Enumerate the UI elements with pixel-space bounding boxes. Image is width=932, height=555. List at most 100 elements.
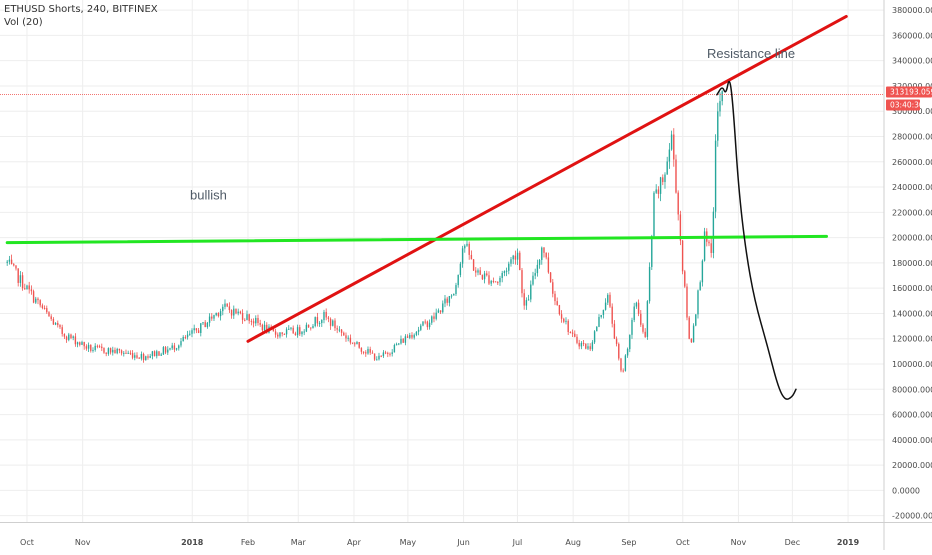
candle-body [208, 316, 211, 323]
candle-body [600, 314, 602, 317]
support-trendline[interactable] [5, 234, 829, 245]
x-tick-label: Dec [785, 538, 800, 547]
candle-body [37, 298, 39, 301]
candle-body [136, 355, 138, 358]
candle-body [219, 311, 222, 317]
candle-body [230, 310, 233, 316]
x-tick-label: May [400, 538, 417, 547]
candle-body [668, 149, 671, 162]
candle-body [530, 284, 532, 300]
candle-body [444, 298, 446, 304]
candle-body [21, 275, 24, 289]
candle-body [127, 352, 129, 354]
candle-body [699, 282, 701, 291]
candle-body [431, 316, 433, 323]
candle-body [296, 327, 299, 336]
candle-body [235, 308, 237, 314]
candle-body [142, 354, 145, 361]
candle-body [695, 314, 697, 326]
candle-body [19, 275, 22, 283]
candle-body [204, 322, 206, 328]
candle-body [633, 306, 635, 320]
candle-body [147, 356, 149, 358]
x-tick-label: Feb [241, 538, 255, 547]
candle-body [369, 349, 371, 353]
candle-body [481, 274, 484, 280]
candle-body [653, 192, 655, 237]
candle-body [637, 302, 640, 314]
candle-body [435, 312, 437, 319]
candle-body [721, 91, 723, 102]
candle-body [554, 293, 556, 302]
candle-body [417, 329, 420, 332]
x-tick-label: Aug [565, 538, 581, 547]
current-price-tag [886, 86, 932, 98]
candle-body [510, 259, 512, 264]
candle-body [571, 332, 574, 334]
candle-body [398, 343, 400, 345]
candle-body [585, 343, 587, 349]
candle-body [125, 352, 127, 354]
candle-body [164, 347, 167, 353]
candle-body [701, 260, 704, 283]
candle-body [609, 294, 611, 307]
candle-body [24, 288, 26, 290]
candle-body [171, 345, 173, 349]
candle-body [35, 298, 37, 303]
candle-body [145, 356, 147, 361]
candle-body [180, 341, 182, 346]
candle-body [156, 351, 158, 357]
x-tick-label: Jun [456, 538, 470, 547]
candle-body [160, 354, 162, 356]
y-tick-label: 140000.0000 [892, 309, 932, 318]
candle-body [334, 320, 336, 329]
candle-body [314, 317, 316, 326]
annotation-label: Resistance line [707, 46, 795, 61]
y-tick-label: 180000.0000 [892, 259, 932, 268]
projection-path[interactable] [716, 80, 797, 400]
candle-body [558, 305, 561, 315]
candle-body [512, 255, 514, 260]
candle-body [222, 306, 224, 312]
candle-body [640, 313, 642, 325]
candle-body [547, 257, 550, 273]
candle-body [367, 349, 369, 354]
candle-body [541, 247, 543, 260]
candle-body [303, 331, 305, 333]
candle-body [479, 270, 481, 275]
candle-body [241, 313, 244, 320]
y-tick-label: -20000.0000 [892, 512, 932, 521]
x-tick-label: Oct [20, 538, 34, 547]
candle-body [336, 328, 338, 330]
y-tick-label: 120000.0000 [892, 335, 932, 344]
candle-body [384, 352, 387, 354]
candle-body [79, 342, 81, 345]
candle-body [523, 293, 525, 306]
y-tick-label: 340000.0000 [892, 57, 932, 66]
candle-body [244, 319, 246, 321]
candle-body [404, 336, 407, 343]
candle-body [272, 328, 275, 332]
candle-body [274, 331, 277, 335]
candle-body [61, 327, 63, 334]
y-tick-label: 40000.0000 [892, 436, 932, 445]
candle-body [413, 334, 415, 338]
candle-body [712, 211, 715, 253]
candle-body [565, 320, 567, 322]
candle-body [569, 332, 572, 334]
resistance-trendline[interactable] [246, 14, 848, 343]
candle-body [464, 245, 466, 249]
candle-body [453, 293, 455, 296]
candle-body [439, 310, 442, 313]
candle-body [211, 316, 213, 319]
candle-body [26, 285, 28, 290]
candle-body [549, 272, 552, 283]
y-tick-label: 80000.0000 [892, 385, 932, 394]
candle-body [563, 318, 565, 322]
candle-body [120, 350, 123, 354]
candle-body [420, 325, 422, 330]
candle-body [534, 273, 536, 276]
candle-body [593, 331, 596, 343]
